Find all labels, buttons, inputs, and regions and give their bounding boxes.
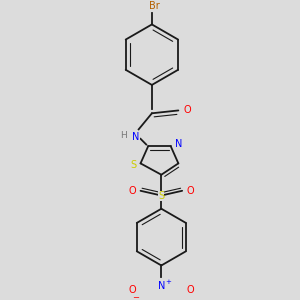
Text: N: N <box>158 281 165 291</box>
Text: H: H <box>120 130 127 140</box>
Text: O: O <box>128 186 136 196</box>
Text: Br: Br <box>149 1 160 10</box>
Text: O: O <box>183 105 191 116</box>
Text: +: + <box>165 278 171 284</box>
Text: O: O <box>128 285 136 295</box>
Text: O: O <box>187 285 194 295</box>
Text: −: − <box>132 293 139 300</box>
Text: S: S <box>158 190 164 200</box>
Text: N: N <box>132 132 140 142</box>
Text: S: S <box>130 160 136 170</box>
Text: N: N <box>175 139 182 148</box>
Text: O: O <box>187 186 194 196</box>
